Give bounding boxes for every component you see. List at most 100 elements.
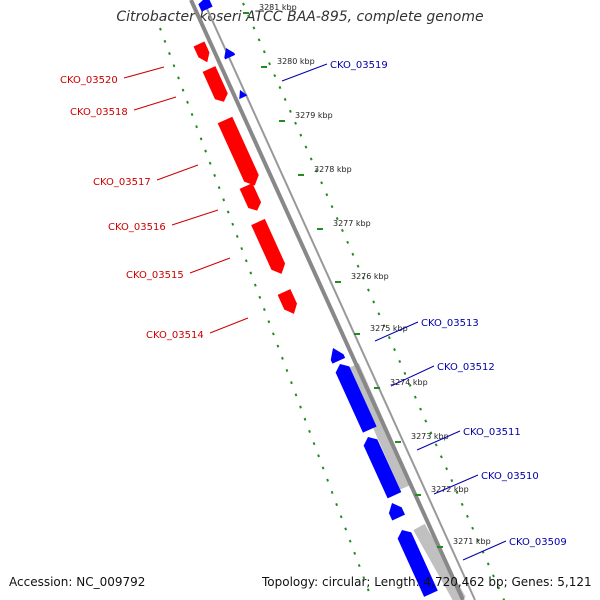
reverse-leader-line — [462, 540, 507, 561]
forward-gene-label: CKO_03515 — [126, 270, 184, 281]
right-guide-tick — [497, 586, 501, 590]
reverse-leader-line — [433, 474, 479, 495]
left-guide-tick — [299, 405, 302, 409]
forward-gene-label: CKO_03514 — [146, 330, 204, 341]
right-guide-tick — [486, 562, 490, 566]
forward-leader-line — [171, 209, 219, 226]
reverse-gene-arrow — [335, 364, 377, 433]
right-guide-tick — [403, 371, 407, 375]
accession-label: Accession: NC_009792 — [9, 575, 146, 589]
scale-label: 3273 kbp — [411, 432, 449, 441]
left-guide-tick — [357, 563, 361, 568]
right-guide-tick — [367, 288, 370, 292]
left-guide-tick — [303, 417, 307, 421]
right-guide-tick — [492, 574, 495, 578]
forward-leader-line — [123, 66, 165, 79]
left-guide-tick — [281, 356, 284, 360]
left-guide-tick — [159, 27, 162, 31]
left-guide-tick — [362, 576, 366, 580]
right-guide-tick — [288, 109, 292, 113]
scale-label: 3272 kbp — [431, 485, 469, 494]
left-guide-tick — [172, 64, 176, 68]
reverse-gene-label: CKO_03512 — [437, 362, 495, 373]
forward-gene-arrow — [239, 183, 262, 211]
right-guide-tick — [273, 74, 277, 78]
left-guide-tick — [312, 442, 316, 446]
forward-gene-arrow — [251, 218, 286, 274]
right-guide-tick — [408, 383, 412, 387]
right-guide-tick — [335, 217, 339, 221]
left-guide-tick — [308, 429, 311, 433]
reverse-leader-line — [416, 430, 461, 451]
right-guide-tick — [309, 157, 313, 161]
right-guide-tick — [445, 467, 449, 471]
right-guide-tick — [434, 443, 438, 447]
forward-gene-arrow — [202, 66, 228, 102]
reverse-gene-label: CKO_03510 — [481, 471, 539, 482]
forward-gene-label: CKO_03516 — [108, 222, 166, 233]
scale-label: 3279 kbp — [295, 111, 333, 120]
right-guide-tick — [257, 38, 261, 42]
right-guide-tick — [450, 479, 454, 483]
right-guide-tick — [262, 50, 266, 54]
forward-leader-line — [133, 96, 177, 111]
left-guide-tick — [217, 186, 221, 190]
left-guide-tick — [244, 259, 248, 263]
left-guide-tick — [353, 551, 357, 555]
left-guide-tick — [344, 527, 348, 531]
reverse-gene-label: CKO_03519 — [330, 60, 388, 71]
scale-label: 3281 kbp — [259, 3, 297, 12]
right-guide-tick — [424, 419, 428, 423]
scale-label: 3276 kbp — [351, 272, 389, 281]
right-guide-tick — [419, 407, 422, 411]
right-guide-tick — [314, 169, 318, 173]
left-guide-tick — [213, 173, 217, 177]
scale-label: 3274 kbp — [390, 378, 428, 387]
shadow-bar — [413, 523, 466, 600]
right-guide-tick — [346, 240, 350, 244]
reverse-gene-arrow — [397, 530, 438, 597]
left-guide-tick — [163, 39, 167, 43]
left-guide-tick — [190, 112, 194, 117]
right-guide-tick — [372, 300, 376, 304]
left-guide-tick — [285, 368, 289, 373]
left-guide-tick — [290, 381, 293, 385]
forward-gene-arrow — [217, 116, 259, 186]
right-guide-tick — [361, 276, 365, 280]
reverse-gene-arrow — [198, 0, 213, 12]
right-guide-tick — [356, 264, 360, 268]
left-guide-tick — [253, 283, 257, 287]
left-guide-tick — [262, 308, 266, 312]
left-guide-tick — [168, 52, 171, 56]
left-guide-tick — [181, 88, 185, 92]
left-guide-tick — [294, 393, 298, 397]
right-guide-tick — [278, 85, 282, 90]
left-guide-tick — [231, 222, 235, 226]
left-guide-tick — [222, 198, 226, 202]
forward-gene-label: CKO_03520 — [60, 75, 118, 86]
right-guide-tick — [351, 252, 355, 256]
left-guide-tick — [339, 515, 343, 519]
shadow-bar — [347, 363, 412, 490]
left-guide-tick — [195, 125, 198, 129]
forward-leader-line — [209, 317, 249, 334]
left-guide-tick — [226, 210, 230, 214]
right-guide-tick — [252, 26, 256, 30]
right-guide-tick — [413, 395, 417, 399]
reverse-gene-label: CKO_03509 — [509, 537, 567, 548]
left-guide-tick — [186, 100, 189, 104]
left-guide-tick — [258, 295, 262, 299]
right-guide-tick — [283, 97, 287, 101]
left-guide-tick — [272, 332, 275, 336]
left-guide-tick — [240, 247, 244, 251]
forward-leader-line — [189, 257, 231, 274]
right-guide-tick — [466, 514, 469, 518]
reverse-leader-line — [374, 321, 419, 342]
left-guide-tick — [177, 76, 180, 80]
left-guide-tick — [199, 137, 203, 141]
left-guide-tick — [366, 588, 370, 592]
left-guide-tick — [326, 478, 329, 482]
left-guide-tick — [208, 161, 212, 165]
reverse-gene-label: CKO_03513 — [421, 318, 479, 329]
